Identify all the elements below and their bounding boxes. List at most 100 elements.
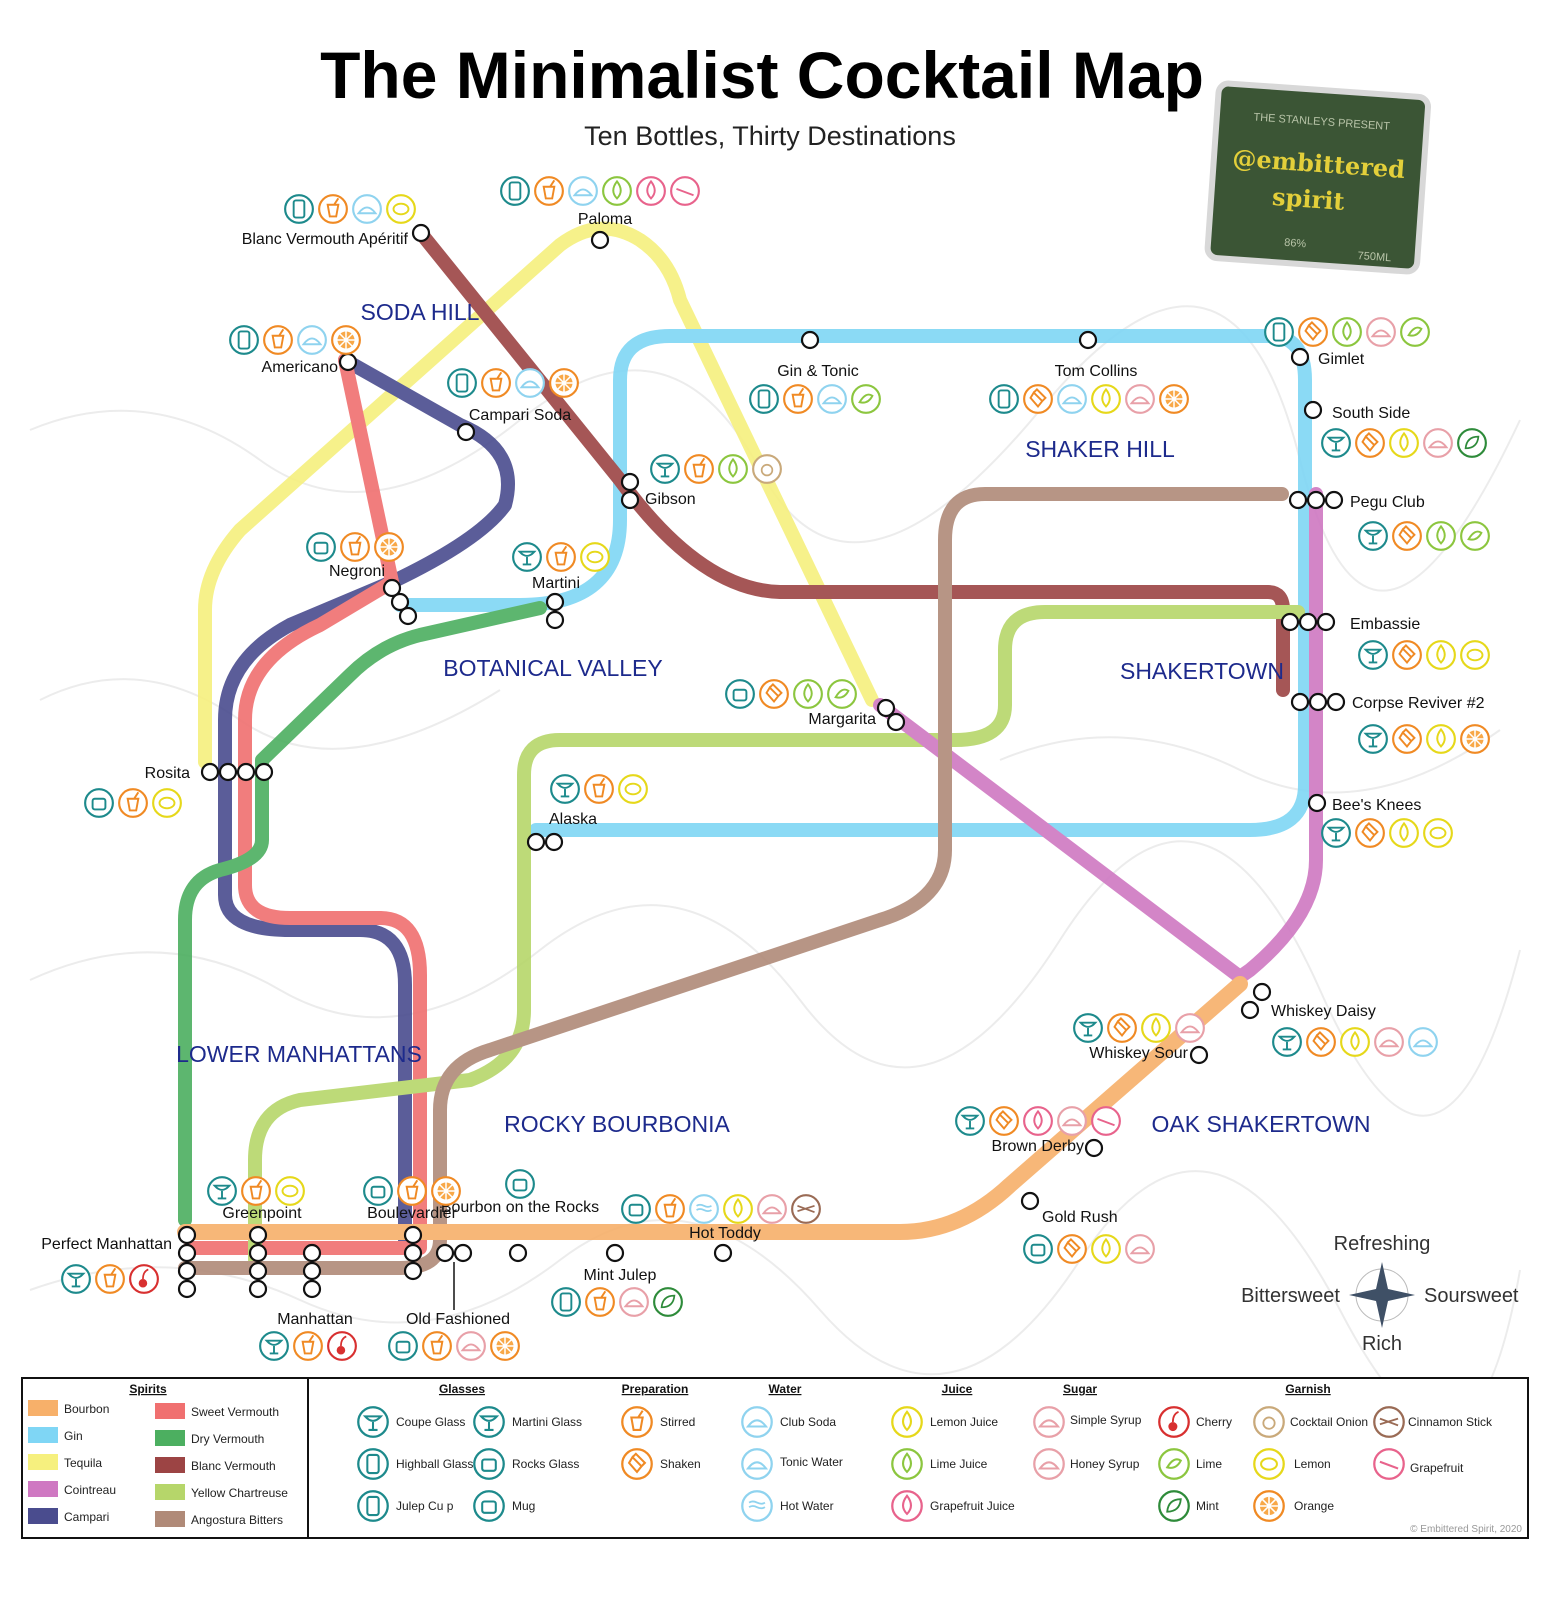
station-whiskey-sour[interactable] <box>1189 1045 1209 1065</box>
station-margarita[interactable] <box>876 698 896 718</box>
station-perfect-manhattan-d[interactable] <box>177 1279 197 1299</box>
station-rosita-b[interactable] <box>218 762 238 782</box>
station-whiskey-daisy-b[interactable] <box>1240 1000 1260 1020</box>
legend-juice-lime: Lime Juice <box>930 1457 988 1471</box>
station-margarita-b[interactable] <box>886 712 906 732</box>
station-rosita[interactable] <box>200 762 220 782</box>
station-greenpoint-b[interactable] <box>248 1243 268 1263</box>
legend-prep-stirred: Stirred <box>660 1415 695 1429</box>
station-hot-toddy[interactable] <box>713 1243 733 1263</box>
station-manhattan-b[interactable] <box>302 1261 322 1281</box>
station-gimlet[interactable] <box>1290 347 1310 367</box>
label-gimlet: Gimlet <box>1318 351 1365 368</box>
region-soda-hill: SODA HILL <box>361 299 480 325</box>
station-paloma[interactable] <box>590 230 610 250</box>
region-rocky-bourbonia: ROCKY BOURBONIA <box>504 1111 730 1137</box>
label-pegu-club: Pegu Club <box>1350 494 1425 511</box>
legend-garnish-orange: Orange <box>1294 1499 1334 1513</box>
station-perfect-manhattan-c[interactable] <box>177 1261 197 1281</box>
station-americano[interactable] <box>338 352 358 372</box>
station-blanc-vermouth-aperitif[interactable] <box>411 223 431 243</box>
station-old-fashioned[interactable] <box>435 1243 455 1263</box>
station-rosita-c[interactable] <box>236 762 256 782</box>
station-mint-julep[interactable] <box>605 1243 625 1263</box>
icons-whiskey-sour <box>1073 1013 1205 1043</box>
station-alaska[interactable] <box>526 832 546 852</box>
station-boulevardier-b[interactable] <box>403 1243 423 1263</box>
station-boulevardier-c[interactable] <box>403 1261 423 1281</box>
legend-spirits: Bourbon Gin Tequila Cointreau Campari Sw… <box>28 1400 288 1527</box>
station-greenpoint-d[interactable] <box>248 1279 268 1299</box>
station-perfect-manhattan-b[interactable] <box>177 1243 197 1263</box>
station-negroni[interactable] <box>382 578 402 598</box>
station-gin-tonic[interactable] <box>800 330 820 350</box>
station-boulevardier[interactable] <box>403 1225 423 1245</box>
station-perfect-manhattan[interactable] <box>177 1225 197 1245</box>
legend-water-title: Water <box>769 1382 802 1396</box>
region-labels: SODA HILL SHAKER HILL BOTANICAL VALLEY S… <box>176 299 1370 1137</box>
icons-greenpoint <box>207 1176 305 1206</box>
legend-spirit-tequila: Tequila <box>64 1456 102 1470</box>
station-gibson[interactable] <box>620 472 640 492</box>
station-gold-rush[interactable] <box>1020 1191 1040 1211</box>
station-manhattan-c[interactable] <box>302 1279 322 1299</box>
legend-spirit-blanc-vermouth: Blanc Vermouth <box>191 1459 276 1473</box>
label-hot-toddy: Hot Toddy <box>689 1225 761 1242</box>
svg-text:spirit: spirit <box>1271 182 1345 216</box>
icons-embassie <box>1358 640 1490 670</box>
label-tom-collins: Tom Collins <box>1055 363 1138 380</box>
station-bees-knees[interactable] <box>1307 793 1327 813</box>
station-pegu-club[interactable] <box>1288 490 1308 510</box>
station-martini[interactable] <box>545 592 565 612</box>
icons-old-fashioned <box>388 1331 520 1361</box>
station-negroni-c[interactable] <box>398 606 418 626</box>
icons-alaska <box>550 774 648 804</box>
label-gibson: Gibson <box>645 491 696 508</box>
station-gibson-b[interactable] <box>620 490 640 510</box>
station-pegu-club-c[interactable] <box>1324 490 1344 510</box>
station-embassie-b[interactable] <box>1298 612 1318 632</box>
station-greenpoint-c[interactable] <box>248 1261 268 1281</box>
station-martini-b[interactable] <box>545 610 565 630</box>
campari-line <box>218 353 515 1247</box>
legend-spirit-cointreau: Cointreau <box>64 1483 116 1497</box>
station-embassie-c[interactable] <box>1316 612 1336 632</box>
station-old-fashioned-b[interactable] <box>453 1243 473 1263</box>
station-corpse-reviver[interactable] <box>1290 692 1310 712</box>
icons-pegu-club <box>1358 521 1490 551</box>
station-south-side[interactable] <box>1303 400 1323 420</box>
dry-vermouth-line <box>178 601 547 1227</box>
label-mint-julep: Mint Julep <box>584 1267 657 1284</box>
station-rosita-d[interactable] <box>254 762 274 782</box>
copyright: © Embittered Spirit, 2020 <box>1410 1524 1522 1535</box>
icons-boulevardier <box>363 1176 461 1206</box>
station-embassie[interactable] <box>1280 612 1300 632</box>
station-tom-collins[interactable] <box>1078 330 1098 350</box>
legend-glass-martini: Martini Glass <box>512 1415 582 1429</box>
compass-north: Refreshing <box>1334 1233 1431 1255</box>
station-negroni-b[interactable] <box>390 592 410 612</box>
map-subtitle: Ten Bottles, Thirty Destinations <box>584 121 956 151</box>
legend-juice-lemon: Lemon Juice <box>930 1415 998 1429</box>
station-corpse-reviver-b[interactable] <box>1308 692 1328 712</box>
station-greenpoint[interactable] <box>248 1225 268 1245</box>
station-corpse-reviver-c[interactable] <box>1326 692 1346 712</box>
legend-garnish-lemon: Lemon <box>1294 1457 1331 1471</box>
icons-bees-knees <box>1321 818 1453 848</box>
compass-south: Rich <box>1362 1333 1402 1355</box>
tequila-line <box>198 221 879 769</box>
icons-corpse-reviver <box>1358 724 1490 754</box>
label-perfect-manhattan: Perfect Manhattan <box>41 1236 172 1253</box>
station-brown-derby[interactable] <box>1084 1138 1104 1158</box>
station-alaska-b[interactable] <box>544 832 564 852</box>
station-bourbon-on-the-rocks[interactable] <box>508 1243 528 1263</box>
station-manhattan[interactable] <box>302 1243 322 1263</box>
icons-manhattan <box>259 1331 357 1361</box>
legend-spirit-yellow-chartreuse: Yellow Chartreuse <box>191 1486 288 1500</box>
region-shakertown: SHAKERTOWN <box>1120 658 1284 684</box>
station-pegu-club-b[interactable] <box>1306 490 1326 510</box>
station-campari-soda[interactable] <box>456 422 476 442</box>
station-whiskey-daisy[interactable] <box>1252 982 1272 1002</box>
icons-margarita <box>725 679 857 709</box>
legend-juice-title: Juice <box>942 1382 973 1396</box>
